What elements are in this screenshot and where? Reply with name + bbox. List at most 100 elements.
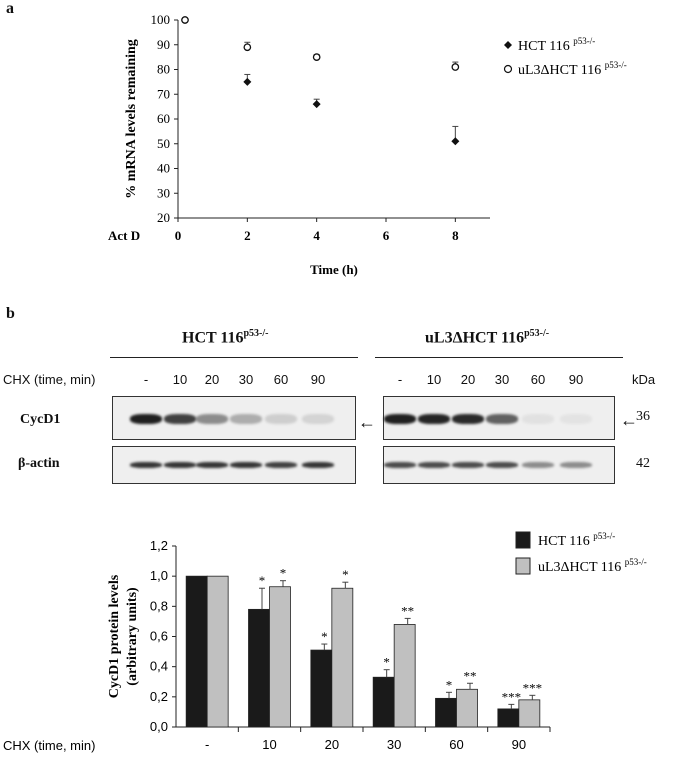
actin-band [560, 462, 592, 468]
actin-band [486, 462, 518, 468]
significance-label: *** [502, 689, 522, 704]
significance-label: * [383, 655, 390, 670]
panel-b-label: b [6, 305, 15, 322]
x-tick-label: 2 [244, 228, 251, 243]
x-tick-label: 8 [452, 228, 459, 243]
kda-label: kDa [632, 372, 656, 387]
bar-ul3 [518, 699, 541, 728]
bar-hct116 [435, 697, 457, 728]
y-tick-label: 0,8 [150, 598, 168, 613]
y-axis-title: % mRNA levels remaining [124, 39, 139, 199]
y-tick-label: 0,2 [150, 689, 168, 704]
blot-row-label-cycd1: CycD1 [20, 412, 61, 427]
x-tick-label: 30 [387, 737, 401, 752]
y-tick-label: 100 [151, 12, 171, 27]
bar-ul3 [206, 575, 229, 728]
lane-label: 90 [568, 372, 584, 387]
cycd1-band [384, 414, 416, 424]
cycd1-band [560, 414, 592, 424]
bar-hct116 [185, 575, 208, 728]
data-point-hct116 [243, 77, 252, 86]
data-point-ul3 [312, 53, 321, 61]
lane-label: 20 [204, 372, 220, 387]
blot-group1-title: HCT 116p53-/- [182, 328, 269, 347]
bar-hct116 [372, 676, 395, 728]
mrna-scatter-chart: 20 30 40 50 60 70 80 90 100 0 2 4 6 8 Act D Time (h) % m… [108, 12, 627, 277]
actin-band [418, 462, 450, 468]
cycd1-band [130, 414, 162, 424]
actin-band [164, 462, 196, 468]
x-tick-label: 4 [313, 228, 320, 243]
arrow-left-icon: ← [358, 412, 376, 432]
legend-swatch-0 [515, 531, 531, 549]
lane-label: - [397, 372, 403, 387]
y-tick-label: 0,0 [150, 719, 168, 734]
actin-band [130, 462, 162, 468]
lane-label: 60 [530, 372, 546, 387]
actin-band [384, 462, 416, 468]
y-tick-label: 0,4 [150, 659, 168, 674]
x-tick-label: 6 [383, 228, 390, 243]
data-point-hct116 [312, 100, 321, 109]
cycd1-band [196, 414, 228, 424]
x-tick-label: 0 [175, 228, 182, 243]
blot-group2-title: uL3ΔHCT 116p53-/- [425, 328, 550, 347]
lane-label: 20 [460, 372, 476, 387]
legend-swatch-1 [515, 557, 531, 575]
x-tick-label: 90 [512, 737, 526, 752]
kda-value-cycd1: 36 [636, 409, 650, 424]
bar-ul3 [269, 586, 291, 728]
cycd1-band [265, 414, 297, 424]
significance-label: ** [464, 668, 477, 683]
significance-label: ** [401, 603, 414, 618]
y-axis-title-line2: (arbitrary units) [125, 587, 140, 686]
significance-label: *** [523, 680, 543, 695]
significance-label: * [321, 629, 328, 644]
data-point-hct116 [451, 137, 460, 146]
x-tick-label: - [205, 737, 209, 752]
blot-row-label-actin: β-actin [18, 456, 60, 471]
data-point-ul3 [243, 43, 252, 52]
cycd1-band [522, 414, 554, 424]
significance-label: * [259, 573, 266, 588]
actin-band [196, 462, 228, 468]
x-tick-label: 20 [325, 737, 339, 752]
cycd1-bar-chart: 0,00,20,40,60,81,01,2- 10**20**30***60***… [3, 531, 647, 753]
significance-label: * [280, 566, 287, 581]
lane-label: 10 [172, 372, 188, 387]
lane-label: 30 [494, 372, 510, 387]
kda-value-actin: 42 [636, 456, 650, 471]
actin-band [302, 462, 334, 468]
significance-label: * [342, 567, 349, 582]
actin-band [522, 462, 554, 468]
bar-ul3 [393, 624, 416, 728]
lane-label: 60 [273, 372, 289, 387]
legend-label-0: HCT 116 p53-/- [518, 36, 595, 54]
x-axis-title: Time (h) [310, 262, 358, 277]
legend-marker-hct116 [504, 41, 512, 49]
legend-label-1: uL3ΔHCT 116 p53-/- [518, 60, 627, 78]
x-axis-title: CHX (time, min) [3, 738, 95, 753]
group1-divider [110, 357, 358, 358]
legend-label-1: uL3ΔHCT 116 p53-/- [538, 557, 647, 575]
arrow-left-icon: ← [620, 410, 638, 430]
y-tick-label: 20 [157, 210, 170, 225]
significance-label: * [446, 677, 453, 692]
bar-hct116 [497, 708, 520, 728]
y-tick-label: 90 [157, 37, 170, 52]
actin-band [230, 462, 262, 468]
cycd1-band [230, 414, 262, 424]
x-tick-label: 10 [262, 737, 276, 752]
legend-marker-ul3 [503, 64, 513, 74]
y-tick-label: 70 [157, 86, 170, 101]
chx-label: CHX (time, min) [3, 372, 96, 387]
cycd1-band [486, 414, 518, 424]
y-tick-label: 80 [157, 62, 170, 77]
lane-label: - [143, 372, 149, 387]
lane-label: 30 [238, 372, 254, 387]
cycd1-band [302, 414, 334, 424]
cycd1-band [418, 414, 450, 424]
bar-ul3 [456, 688, 478, 728]
data-point-ul3 [451, 63, 460, 71]
y-tick-label: 0,6 [150, 629, 168, 644]
